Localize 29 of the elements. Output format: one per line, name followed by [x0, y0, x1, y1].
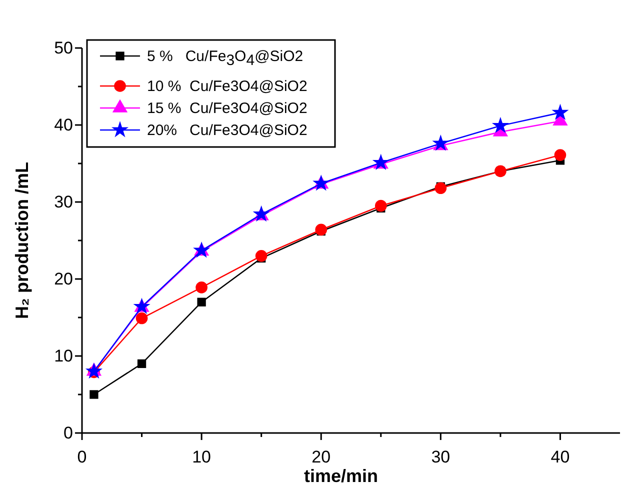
y-tick-label: 10: [54, 346, 73, 366]
x-tick-label: 10: [192, 447, 212, 466]
point: [554, 149, 566, 161]
point: [85, 362, 102, 379]
point: [197, 298, 206, 306]
point: [552, 104, 569, 120]
y-axis-title: H₂ production /mL: [12, 162, 32, 319]
x-axis-title: time/min: [304, 466, 378, 486]
x-tick-label: 40: [550, 447, 570, 466]
y-tick-label: 40: [54, 115, 73, 134]
x-tick-label: 0: [77, 447, 87, 466]
y-tick-label: 0: [64, 423, 73, 442]
point: [196, 282, 208, 294]
point: [136, 312, 148, 324]
legend-label: 10 % Cu/Fe3O4@SiO2: [147, 78, 308, 95]
point: [315, 224, 328, 236]
point: [90, 390, 98, 399]
point: [492, 116, 509, 134]
y-tick-label: 20: [54, 269, 73, 288]
point: [434, 182, 447, 194]
point: [255, 250, 268, 262]
x-tick-label: 30: [431, 447, 450, 466]
x-tick-label: 20: [312, 447, 331, 466]
point: [137, 359, 146, 368]
y-tick-label: 50: [54, 38, 73, 58]
y-tick-label: 30: [54, 192, 73, 212]
legend-label: 15 % Cu/Fe3O4@SiO2: [147, 100, 308, 117]
point: [374, 200, 387, 212]
legend-label: 20% Cu/Fe3O4@SiO2: [147, 122, 308, 139]
